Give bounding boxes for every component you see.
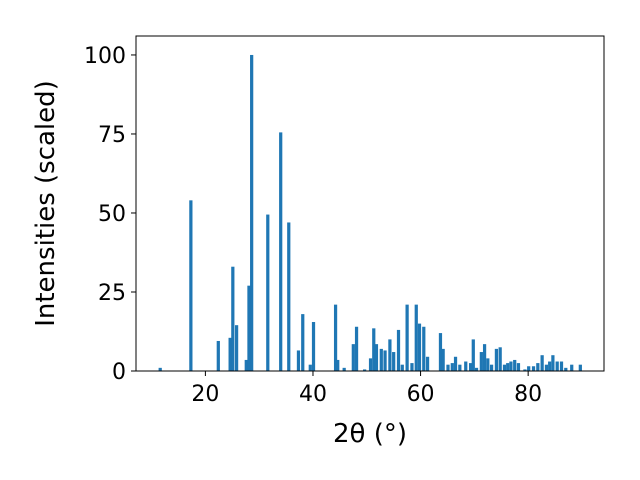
x-tick-label: 80 (514, 382, 542, 407)
bar (531, 366, 536, 371)
bar (417, 323, 422, 371)
y-tick-label: 0 (112, 360, 126, 385)
plot-frame (135, 35, 605, 372)
bar (216, 340, 220, 371)
bar (311, 322, 316, 371)
bar (333, 304, 338, 371)
y-axis-label: Intensities (scaled) (31, 80, 61, 327)
bar (308, 364, 312, 371)
bar (422, 326, 426, 371)
bar (527, 366, 531, 371)
bar (244, 359, 248, 371)
bar (438, 333, 443, 371)
bar (247, 285, 251, 371)
bar (301, 314, 305, 371)
bar (453, 356, 458, 371)
bar (502, 364, 507, 371)
bar (228, 337, 232, 371)
bar (489, 364, 494, 371)
bar (548, 361, 552, 371)
bar (425, 356, 430, 371)
bar (441, 348, 445, 371)
bar (578, 364, 582, 371)
bar (513, 359, 517, 371)
bar (486, 358, 490, 371)
y-tick-label: 50 (98, 202, 126, 227)
bar (287, 222, 291, 371)
bar (368, 358, 373, 371)
x-ticks-group: 20 40 60 80 (191, 371, 542, 407)
bar (266, 214, 270, 371)
bar (336, 359, 340, 371)
bar (498, 347, 502, 371)
bar (351, 344, 355, 371)
x-tick-label: 20 (191, 382, 219, 407)
bar (296, 350, 301, 371)
bar (363, 369, 367, 371)
bar (372, 328, 376, 371)
bar (410, 363, 414, 371)
bar (509, 361, 513, 371)
bar (468, 363, 473, 371)
bar (158, 367, 162, 371)
bar (482, 344, 487, 371)
bar (494, 348, 499, 371)
bar (250, 54, 254, 371)
bar (570, 364, 574, 371)
y-tick-label: 100 (84, 44, 126, 69)
bar (400, 364, 404, 371)
bar (414, 304, 418, 371)
bar (354, 326, 359, 371)
bar (551, 355, 555, 371)
bar (231, 266, 235, 371)
bar (479, 352, 483, 371)
bar (342, 367, 346, 371)
bar (516, 363, 521, 371)
bar (523, 369, 527, 371)
bar (471, 339, 475, 371)
bar (536, 363, 540, 371)
bar (388, 339, 392, 371)
bar (450, 363, 454, 371)
bar (540, 355, 544, 371)
bar (555, 361, 559, 371)
bar (405, 304, 409, 371)
x-axis-label: 2θ (°) (333, 419, 407, 449)
x-tick-label: 60 (407, 382, 435, 407)
x-tick-label: 40 (299, 382, 327, 407)
bars-group (158, 54, 582, 371)
bar (189, 200, 193, 371)
y-ticks-group: 0 25 50 75 100 (84, 44, 136, 385)
bar (464, 361, 468, 371)
bar (544, 364, 549, 371)
bar (392, 352, 396, 371)
bar (374, 344, 379, 371)
y-tick-label: 75 (98, 123, 126, 148)
bar (379, 348, 383, 371)
bar (559, 361, 564, 371)
bar (279, 132, 283, 371)
bar (458, 364, 462, 371)
bar (506, 363, 510, 371)
bar (396, 329, 401, 371)
y-tick-label: 25 (98, 281, 126, 306)
bar (564, 367, 568, 371)
bar (474, 367, 479, 371)
bar (234, 325, 239, 371)
bar (446, 364, 450, 371)
bar (383, 350, 387, 371)
